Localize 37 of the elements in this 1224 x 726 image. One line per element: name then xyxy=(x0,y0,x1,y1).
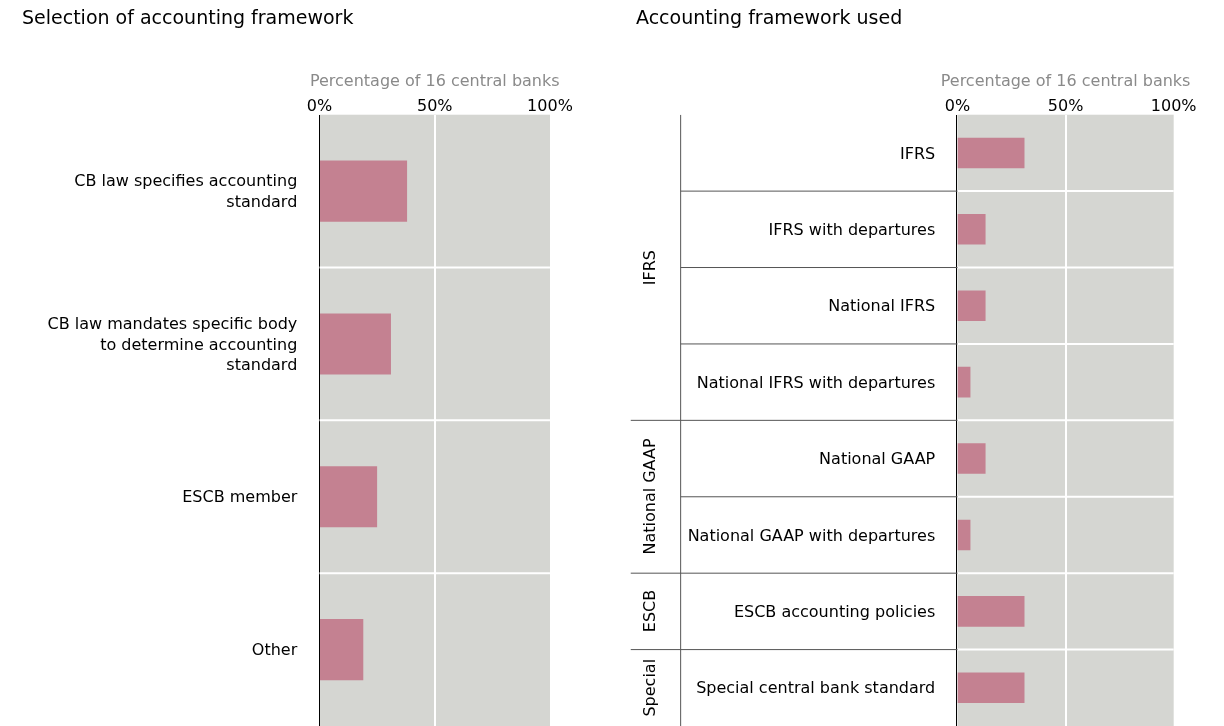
text: Special xyxy=(639,658,659,717)
bar xyxy=(957,290,986,322)
bar xyxy=(319,160,408,222)
bar xyxy=(319,619,364,681)
y-tick-label: CB law mandates specific body to determine accounting standard xyxy=(47,313,298,375)
bar xyxy=(957,137,1025,169)
x-axis-title: Percentage of 16 central banks xyxy=(940,71,1191,91)
bar xyxy=(957,443,986,474)
y-tick-label: Other xyxy=(251,640,298,660)
chart-title: Selection of accounting framework xyxy=(22,6,354,28)
y-tick-label: National GAAP with departures xyxy=(687,525,936,545)
y-tick-label: IFRS xyxy=(900,143,936,163)
bar xyxy=(957,214,986,245)
y-tick-label: ESCB accounting policies xyxy=(733,601,936,621)
bar xyxy=(319,466,378,528)
y-tick-label: Special central bank standard xyxy=(696,678,936,698)
x-tick-label: 0% xyxy=(306,95,333,115)
y-tick-label: National IFRS xyxy=(828,296,936,316)
x-tick-label: 100% xyxy=(527,95,573,115)
bar xyxy=(957,519,971,551)
y-tick-label: National GAAP xyxy=(819,449,936,469)
y-tick-label: CB law specifies accounting standard xyxy=(74,171,298,212)
bar xyxy=(957,672,1025,704)
text: ESCB xyxy=(640,589,660,633)
y-tick-label: National IFRS with departures xyxy=(696,372,936,392)
bar xyxy=(957,366,971,398)
bar xyxy=(957,596,1025,627)
y-tick-label: IFRS with departures xyxy=(768,219,936,239)
x-tick-label: 50% xyxy=(1047,95,1084,115)
text: Accounting framework used xyxy=(636,6,903,28)
bar xyxy=(319,313,391,375)
x-tick-label: 50% xyxy=(416,95,453,115)
x-tick-label: 0% xyxy=(944,95,971,115)
y-tick-label: ESCB member xyxy=(182,487,298,507)
x-tick-label: 100% xyxy=(1150,95,1197,115)
x-axis-title: Percentage of 16 central banks xyxy=(309,71,560,91)
text: IFRS xyxy=(640,250,660,286)
